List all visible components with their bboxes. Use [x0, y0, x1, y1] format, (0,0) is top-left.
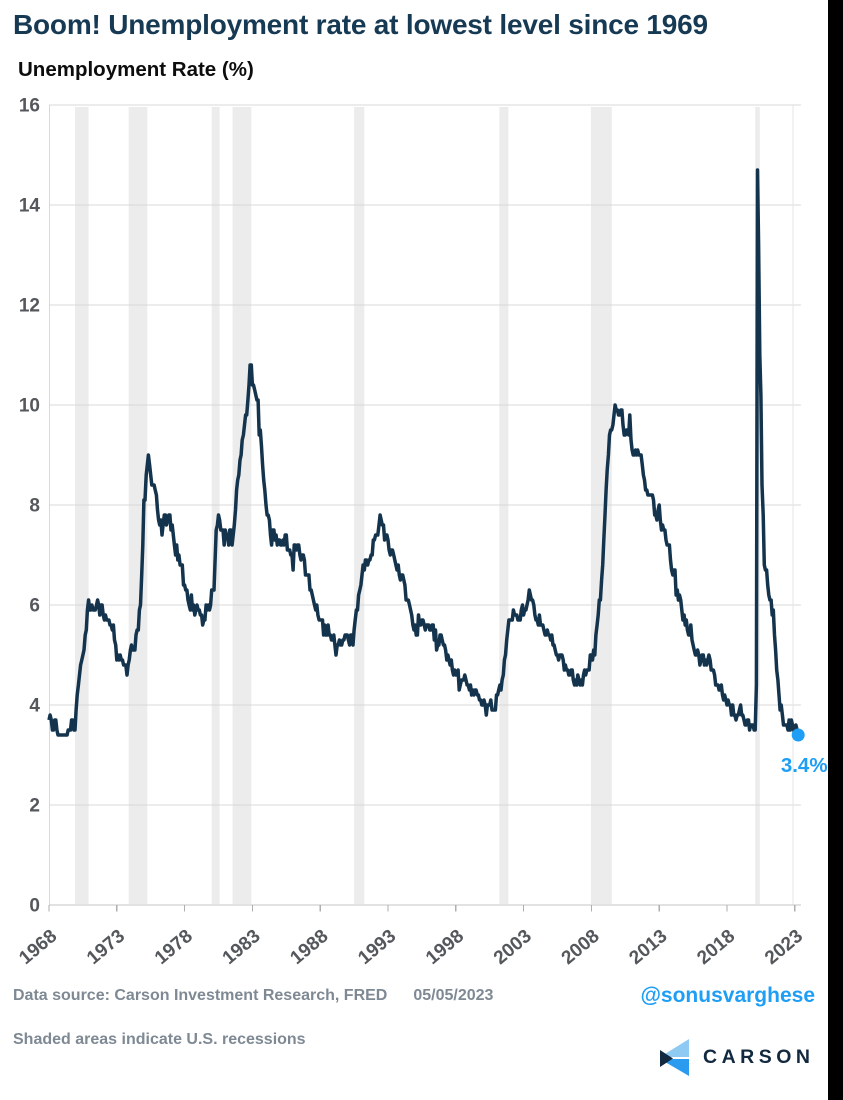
- data-source-row: Data source: Carson Investment Research,…: [13, 987, 493, 1005]
- x-tick-label: 1973: [83, 926, 129, 969]
- y-axis-title: Unemployment Rate (%): [18, 58, 254, 81]
- carson-logo: CARSON: [660, 1038, 815, 1076]
- y-tick-label: 14: [19, 196, 41, 217]
- y-tick-label: 10: [19, 396, 40, 417]
- x-tick-label: 1988: [287, 926, 333, 969]
- x-tick-label: 1993: [354, 926, 400, 969]
- twitter-handle: @sonusvarghese: [640, 984, 815, 1007]
- x-tick-label: 2003: [490, 926, 536, 969]
- chart-title: Boom! Unemployment rate at lowest level …: [13, 9, 708, 40]
- x-tick-label: 2013: [626, 926, 672, 969]
- x-tick-label: 1998: [422, 926, 468, 969]
- x-tick-label: 1968: [15, 926, 61, 969]
- carson-logo-text: CARSON: [703, 1046, 815, 1068]
- data-source-text: Data source: Carson Investment Research,…: [13, 987, 388, 1004]
- y-tick-label: 2: [29, 796, 40, 817]
- y-tick-label: 4: [29, 696, 40, 717]
- x-tick-label: 2023: [761, 926, 807, 969]
- recession-note-row: Shaded areas indicate U.S. recessions: [13, 1031, 306, 1049]
- carson-logo-icon: [660, 1039, 689, 1076]
- recession-note-text: Shaded areas indicate U.S. recessions: [13, 1031, 306, 1048]
- right-black-border: [828, 0, 843, 1100]
- unemployment-chart: 0 2 4 6 8 10 12 14 16 1968 1973 1978 1983 1988 1993 199…: [15, 96, 828, 970]
- y-tick-label: 16: [19, 96, 40, 117]
- y-tick-label: 12: [19, 296, 40, 317]
- x-tick-label: 1983: [219, 926, 265, 969]
- latest-point-marker: [791, 728, 805, 742]
- x-tick-label: 1978: [151, 926, 197, 969]
- x-tick-label: 2008: [558, 926, 604, 969]
- unemployment-line: [47, 168, 800, 737]
- x-tick-label: 2018: [693, 926, 739, 969]
- latest-value-label: 3.4%: [781, 754, 828, 777]
- y-tick-label: 8: [29, 496, 40, 517]
- y-tick-label: 6: [29, 596, 40, 617]
- y-tick-label: 0: [29, 896, 40, 917]
- data-source-date: 05/05/2023: [413, 987, 494, 1004]
